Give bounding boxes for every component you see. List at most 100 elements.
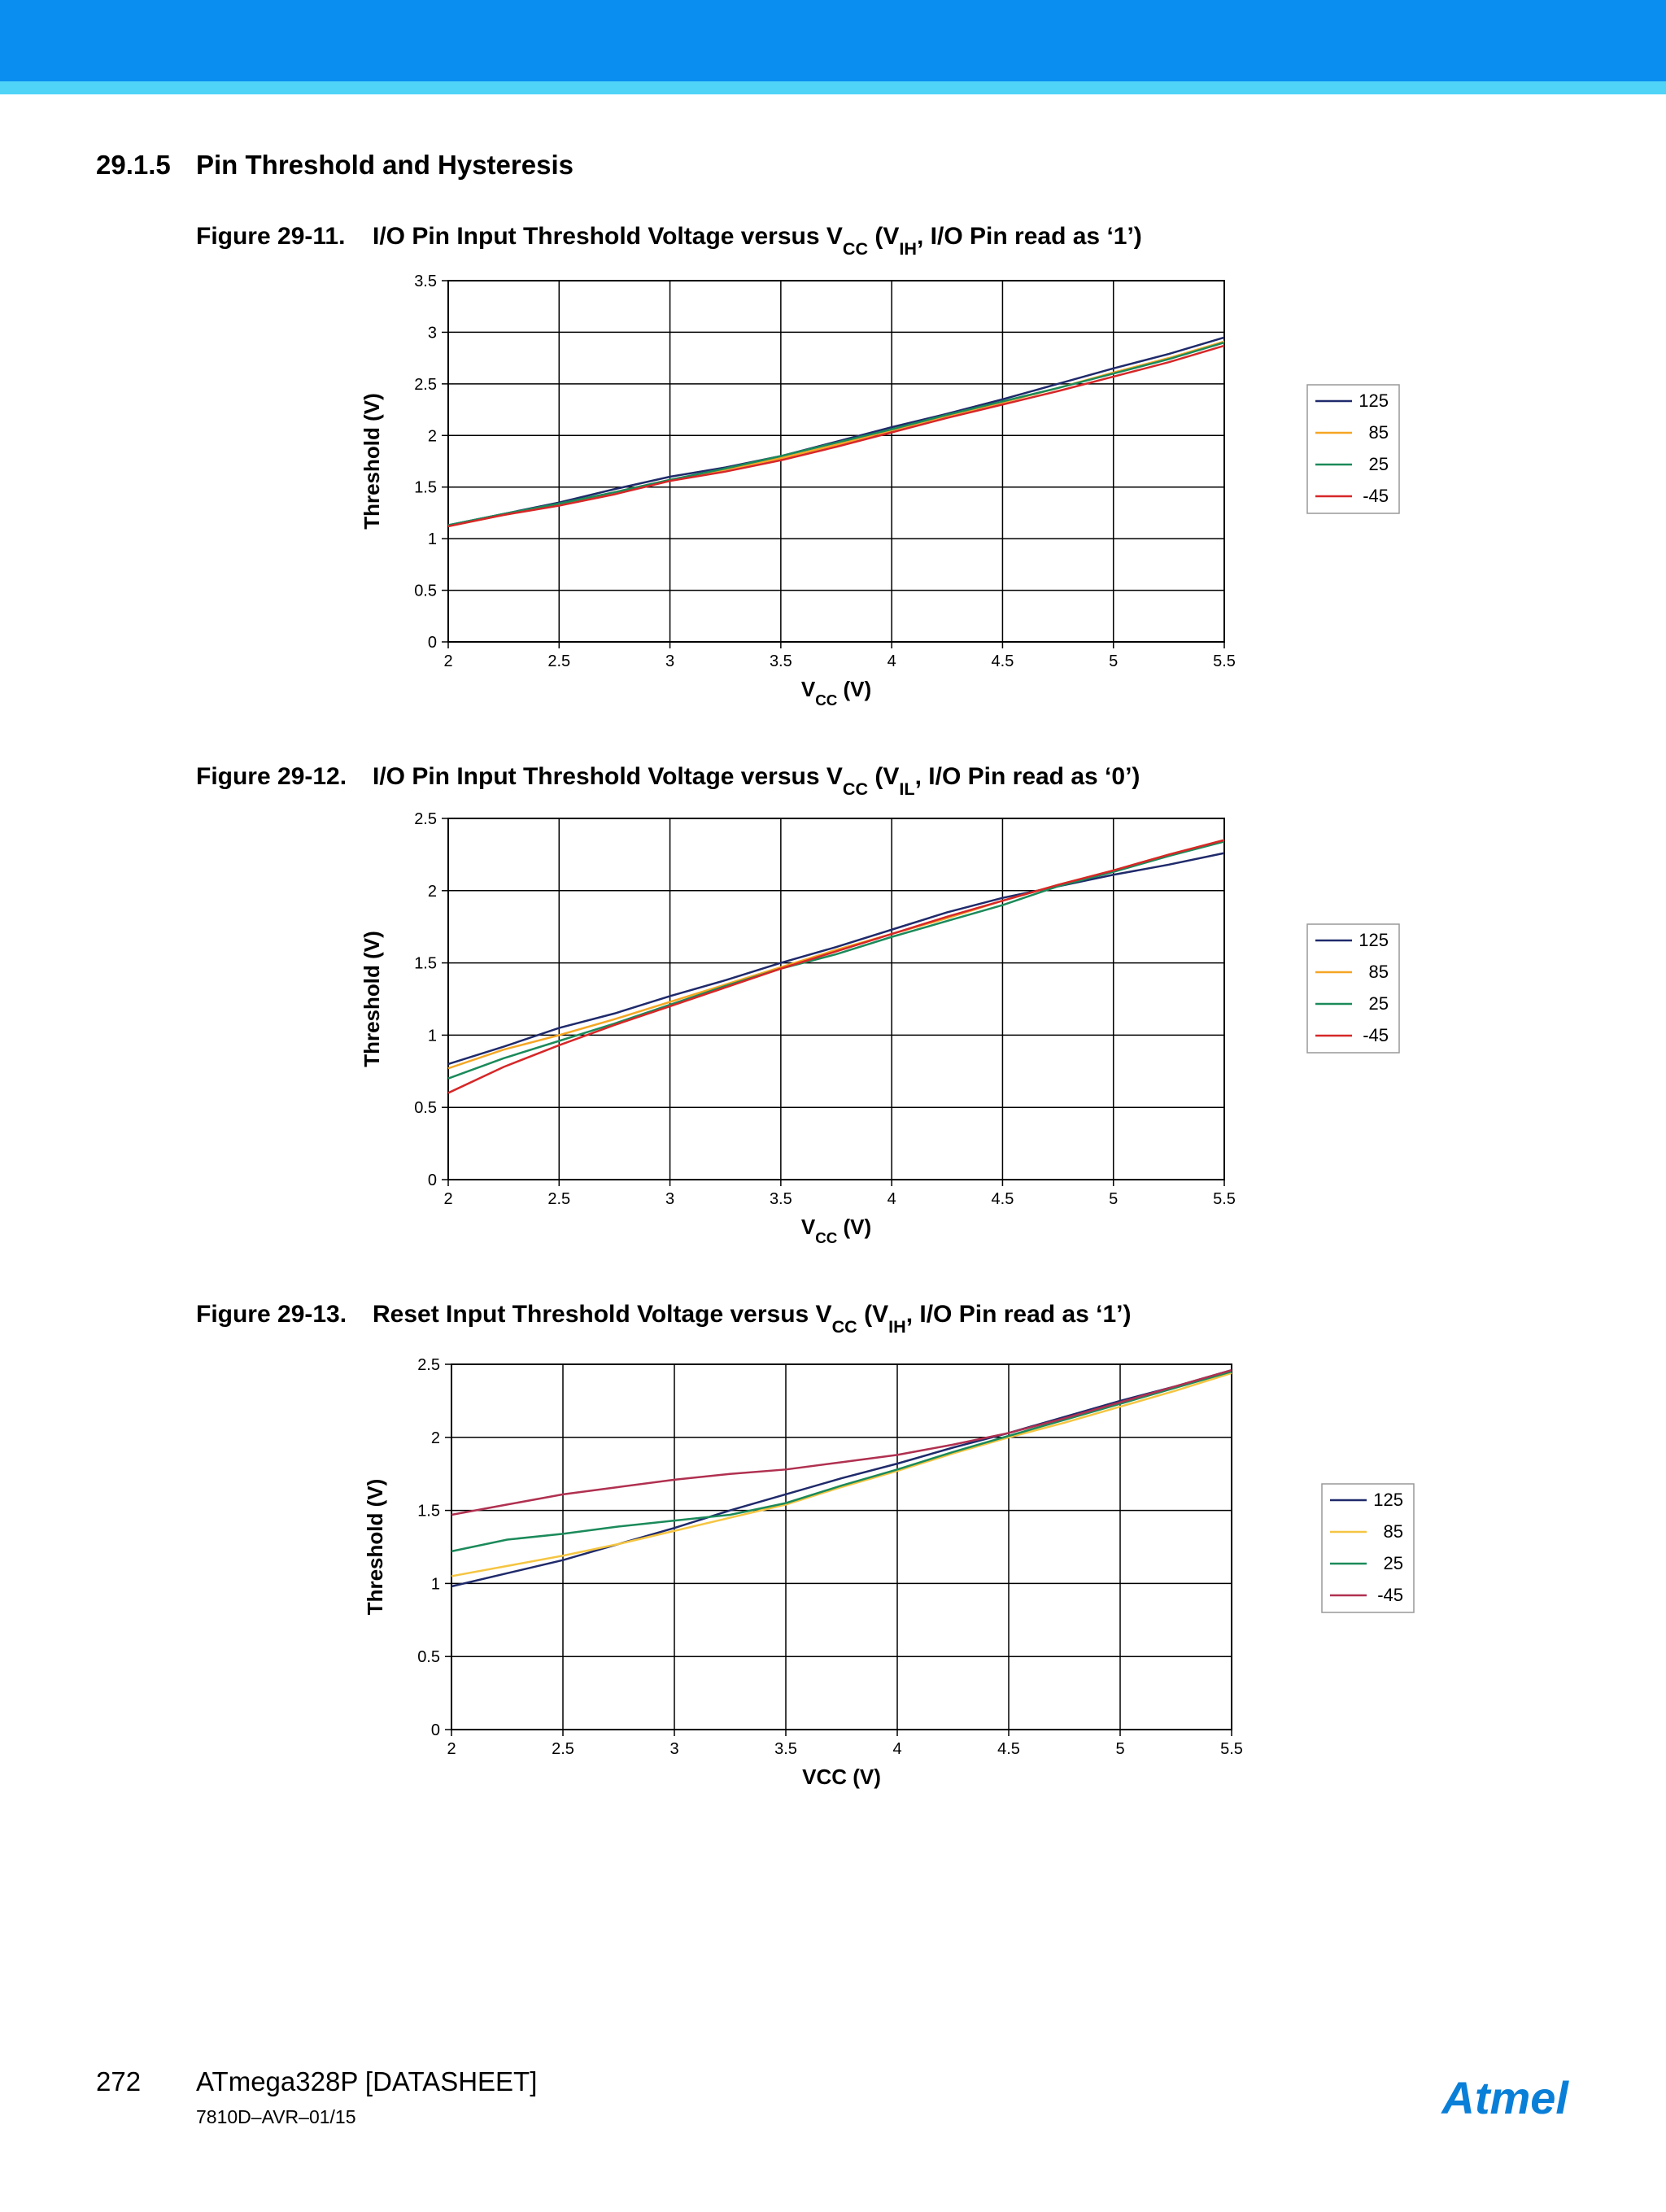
figure-title-part: , I/O Pin read as ‘0’) [915, 763, 1140, 790]
x-axis-label: VCC (V) [801, 677, 871, 709]
plot-area [451, 1363, 1232, 1730]
figure-title-part: CC [843, 238, 868, 259]
data-line [447, 341, 1225, 526]
y-tick-label: 3 [428, 324, 437, 342]
data-line [451, 1368, 1232, 1516]
y-tick-label: 1.5 [414, 479, 437, 497]
y-tick-label: 2.5 [414, 376, 437, 394]
x-axis-label-part: (V) [837, 677, 871, 701]
y-tick-label: 2 [428, 427, 437, 445]
x-axis-label-part: VCC (V) [802, 1765, 881, 1789]
y-tick-label: 0.5 [414, 1099, 437, 1117]
x-tick-label: 2.5 [547, 1190, 570, 1208]
legend-label: 85 [1369, 962, 1389, 982]
figure-title-part: I/O Pin Input Threshold Voltage versus V [373, 223, 843, 250]
legend-label: -45 [1377, 1585, 1403, 1605]
x-tick-label: 2 [447, 1740, 456, 1758]
x-tick-label: 4.5 [997, 1740, 1020, 1758]
x-tick-label: 5 [1109, 1190, 1118, 1208]
figure-title-part: (V [868, 763, 899, 790]
legend-box [1321, 1483, 1415, 1613]
x-axis-label: VCC (V) [801, 1215, 871, 1246]
x-tick-label: 3 [665, 652, 674, 670]
data-line [447, 852, 1225, 1066]
figure-title: I/O Pin Input Threshold Voltage versus V… [373, 223, 1142, 259]
document-code: 7810D–AVR–01/15 [196, 2106, 356, 2127]
x-tick-label: 2.5 [547, 652, 570, 670]
y-tick-label: 0 [431, 1721, 440, 1739]
figure-number: Figure 29-13. [196, 1301, 347, 1328]
figure-title-part: , I/O Pin read as ‘1’) [906, 1301, 1132, 1328]
page-number: 272 [96, 2066, 141, 2096]
section-number: 29.1.5 [96, 150, 171, 180]
y-tick-label: 0 [428, 634, 437, 652]
x-tick-label: 2 [443, 652, 452, 670]
y-tick-label: 0.5 [417, 1648, 440, 1666]
x-tick-label: 5 [1109, 652, 1118, 670]
y-tick-label: 0.5 [414, 582, 437, 600]
figure-number: Figure 29-11. [196, 223, 345, 250]
y-axis-label: Threshold (V) [360, 931, 384, 1067]
data-line [447, 840, 1225, 1080]
figure-title: Reset Input Threshold Voltage versus VCC… [373, 1301, 1132, 1337]
x-axis-label-part: V [801, 1215, 816, 1239]
legend-label: 25 [1384, 1553, 1403, 1573]
x-axis-label-part: V [801, 677, 816, 701]
plot-area [447, 280, 1225, 643]
legend-label: 25 [1369, 993, 1389, 1014]
y-tick-label: 1.5 [417, 1503, 440, 1520]
x-tick-label: 3.5 [770, 652, 792, 670]
figure-title-part: , I/O Pin read as ‘1’) [917, 223, 1142, 250]
figure-title-part: I/O Pin Input Threshold Voltage versus V [373, 763, 843, 790]
header-strip [0, 81, 1666, 94]
legend-label: 85 [1369, 422, 1389, 443]
legend-label: -45 [1363, 1025, 1389, 1045]
legend-label: 85 [1384, 1521, 1403, 1542]
figure-title-part: IH [888, 1316, 906, 1337]
figure-title-part: CC [832, 1316, 857, 1337]
header-bar [0, 0, 1666, 81]
x-tick-label: 4 [888, 1190, 896, 1208]
x-tick-label: 5 [1115, 1740, 1124, 1758]
x-tick-label: 3 [669, 1740, 678, 1758]
y-tick-label: 1.5 [414, 955, 437, 973]
y-tick-label: 1 [428, 530, 437, 548]
figure-number: Figure 29-12. [196, 763, 347, 790]
y-tick-label: 0 [428, 1171, 437, 1189]
data-line [451, 1368, 1232, 1588]
data-line [451, 1370, 1232, 1553]
legend-label: -45 [1363, 486, 1389, 506]
figure-title-part: IH [899, 238, 917, 259]
x-axis-label-part: CC [815, 1229, 837, 1246]
figure-title: I/O Pin Input Threshold Voltage versus V… [373, 763, 1140, 799]
figure-title-part: CC [843, 779, 868, 799]
document-title: ATmega328P [DATASHEET] [196, 2066, 537, 2096]
x-tick-label: 3.5 [770, 1190, 792, 1208]
x-tick-label: 2.5 [552, 1740, 574, 1758]
data-line [451, 1372, 1232, 1577]
legend-label: 125 [1373, 1490, 1403, 1510]
x-axis-label-part: CC [815, 692, 837, 709]
figure-title-part: Reset Input Threshold Voltage versus V [373, 1301, 832, 1328]
legend-label: 25 [1369, 454, 1389, 474]
x-axis-label: VCC (V) [802, 1765, 881, 1789]
figure-title-part: (V [857, 1301, 888, 1328]
x-axis-label-part: (V) [837, 1215, 871, 1239]
x-tick-label: 4 [888, 652, 896, 670]
y-tick-label: 2 [431, 1429, 440, 1447]
y-axis-label: Threshold (V) [360, 393, 384, 530]
figure-title-part: (V [868, 223, 899, 250]
x-tick-label: 2 [443, 1190, 452, 1208]
y-tick-label: 2.5 [414, 810, 437, 828]
x-tick-label: 4 [892, 1740, 901, 1758]
x-tick-label: 4.5 [992, 1190, 1014, 1208]
legend-label: 125 [1359, 390, 1389, 411]
y-axis-label: Threshold (V) [363, 1479, 387, 1616]
y-tick-label: 2 [428, 883, 437, 901]
figure-title-part: IL [899, 779, 914, 799]
legend-box [1306, 923, 1400, 1054]
y-tick-label: 3.5 [414, 273, 437, 290]
x-tick-label: 3 [665, 1190, 674, 1208]
legend-box [1306, 384, 1400, 514]
